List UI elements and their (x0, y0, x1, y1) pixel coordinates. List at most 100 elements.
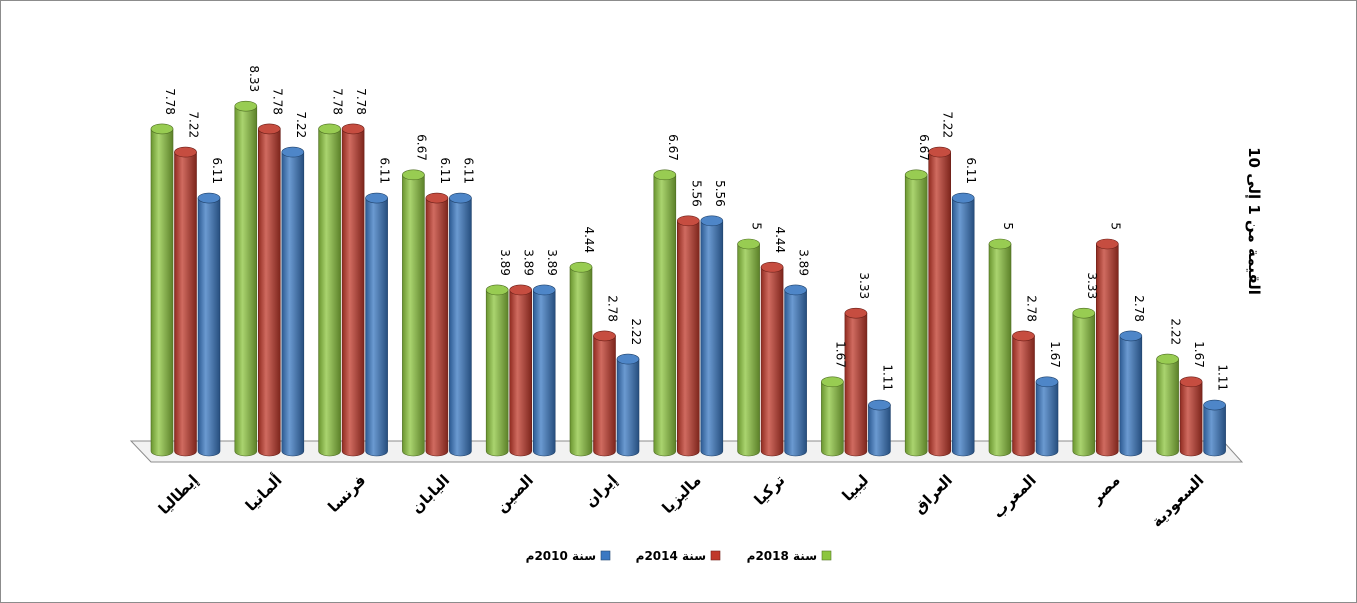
bar (281, 151, 305, 457)
category-label: مصر (1087, 471, 1124, 508)
bar-cap (1012, 330, 1035, 342)
value-label: 7.78 (163, 88, 177, 115)
value-label: 7.22 (187, 111, 201, 138)
bar-cap (150, 123, 174, 135)
category-label: ماليزيا (658, 471, 704, 517)
bar (365, 197, 388, 457)
bar (700, 220, 724, 457)
value-label: 7.78 (270, 88, 284, 115)
bar-cap (1179, 376, 1203, 388)
bar (988, 243, 1012, 457)
bar (784, 289, 807, 457)
bar (760, 266, 784, 457)
legend-swatch (821, 550, 832, 561)
bar-cap (234, 100, 258, 112)
bar (197, 197, 221, 457)
value-label: 5.56 (713, 180, 727, 207)
legend-label: سنة 2010م (526, 549, 596, 564)
value-label: 5 (1001, 222, 1015, 230)
bar-cap (509, 284, 533, 296)
bar (234, 105, 258, 457)
bar-cap (197, 192, 221, 204)
value-label: 2.22 (1169, 318, 1183, 345)
value-label: 6.11 (378, 157, 392, 184)
value-label: 4.44 (582, 226, 596, 253)
value-label: 3.33 (857, 272, 871, 299)
bar-cap (821, 376, 844, 388)
bar (928, 151, 951, 457)
value-label: 6.67 (414, 134, 428, 161)
value-label: 6.11 (210, 157, 224, 184)
value-label: 6.67 (666, 134, 680, 161)
bar (449, 197, 472, 457)
category-label: تركيا (751, 471, 789, 509)
value-label: 5 (750, 222, 764, 230)
value-label: 2.78 (606, 295, 620, 322)
bar (904, 174, 928, 457)
category-label: المغرب (989, 471, 1040, 522)
value-label: 1.67 (1192, 341, 1206, 368)
bar (737, 243, 760, 457)
category-label: ليبيا (839, 471, 873, 505)
bar (1119, 335, 1143, 457)
bar (844, 312, 868, 457)
value-label: 1.67 (1048, 341, 1062, 368)
bar (1035, 381, 1059, 457)
bars-layer (150, 100, 1226, 457)
bar-cap (1203, 399, 1226, 411)
value-label: 3.89 (797, 249, 811, 276)
bar (1179, 381, 1203, 457)
bar (1156, 358, 1179, 457)
bar (532, 289, 556, 457)
value-label: 2.78 (1025, 295, 1039, 322)
bar-cap (1119, 330, 1143, 342)
bar-cap (616, 353, 640, 365)
category-label: ألمانيا (241, 470, 285, 514)
bar-cap (868, 399, 891, 411)
bar-cap (485, 284, 509, 296)
bar-cap (1156, 353, 1179, 365)
bar-cap (737, 238, 760, 250)
bar (174, 151, 197, 457)
bar (150, 128, 174, 457)
bar (1012, 335, 1035, 457)
legend-swatch (710, 550, 721, 561)
bar (653, 174, 677, 457)
bar (1096, 243, 1119, 457)
value-label: 4.44 (773, 226, 787, 253)
value-label: 1.11 (1216, 364, 1230, 391)
legend-swatch (600, 550, 611, 561)
legend-label: سنة 2014م (636, 549, 706, 564)
value-label: 3.33 (1085, 272, 1099, 299)
y-axis-label: القيمة من 1 إلى 10 (1245, 147, 1263, 295)
value-label: 7.78 (354, 88, 368, 115)
bar-cap (653, 169, 677, 181)
value-label: 1.67 (833, 341, 847, 368)
bar-cap (281, 146, 305, 158)
category-labels-layer: إيطاليا ألمانيا فرنسا اليابان الصين إيران مالي… (155, 470, 1208, 530)
legend-label: سنة 2018م (747, 549, 817, 564)
value-label: 5.56 (689, 180, 703, 207)
bar-cap (700, 215, 724, 227)
bar-cap (425, 192, 449, 204)
value-labels-layer: 7.78 7.22 6.11 8.33 7.78 7.22 7.78 7.78 6.11 6.67… (163, 65, 1230, 391)
value-label: 6.11 (438, 157, 452, 184)
bar (593, 335, 616, 457)
category-label: السعودية (1148, 471, 1208, 531)
value-label: 2.78 (1132, 295, 1146, 322)
bar (258, 128, 281, 457)
bar-cap (449, 192, 472, 204)
bar (569, 266, 593, 457)
bar-cap (844, 307, 868, 319)
bar-cap (951, 192, 975, 204)
bar-cap (365, 192, 388, 204)
category-label: اليابان (408, 471, 454, 517)
bar-cap (593, 330, 616, 342)
bar-cap (988, 238, 1012, 250)
bar (402, 174, 425, 457)
category-label: العراق (910, 471, 956, 517)
category-label: الصين (492, 471, 537, 516)
value-label: 5 (1108, 222, 1122, 230)
